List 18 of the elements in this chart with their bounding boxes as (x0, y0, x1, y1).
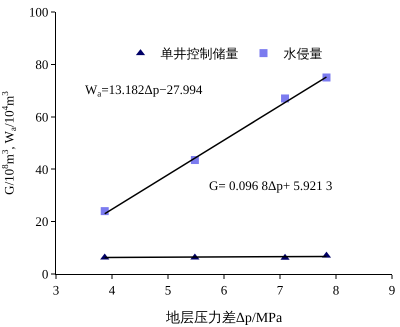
x-tick-label: 8 (332, 282, 340, 298)
legend-label: 水侵量 (284, 47, 322, 62)
annotation: G= 0.096 8Δp+ 5.921 3 (209, 178, 332, 193)
y-tick-label: 60 (35, 109, 48, 124)
x-tick-label: 6 (220, 282, 228, 298)
x-tick-label: 9 (388, 282, 396, 298)
x-tick-label: 5 (164, 282, 172, 298)
y-tick-label: 80 (35, 56, 48, 72)
x-tick-label: 3 (52, 282, 60, 298)
x-tick-label: 7 (276, 282, 284, 298)
x-tick-label: 4 (108, 282, 116, 298)
y-tick-label: 20 (35, 214, 48, 230)
y-tick-label: 0 (42, 266, 48, 282)
y-tick-label: 100 (28, 4, 48, 20)
x-axis-title: 地层压力差Δp/MPa (164, 310, 283, 326)
annotation: W$_{a}$=13.182Δp−27.994 (85, 82, 203, 99)
y-tick-label: 40 (35, 162, 48, 177)
legend-label: 单井控制储量 (160, 47, 238, 62)
